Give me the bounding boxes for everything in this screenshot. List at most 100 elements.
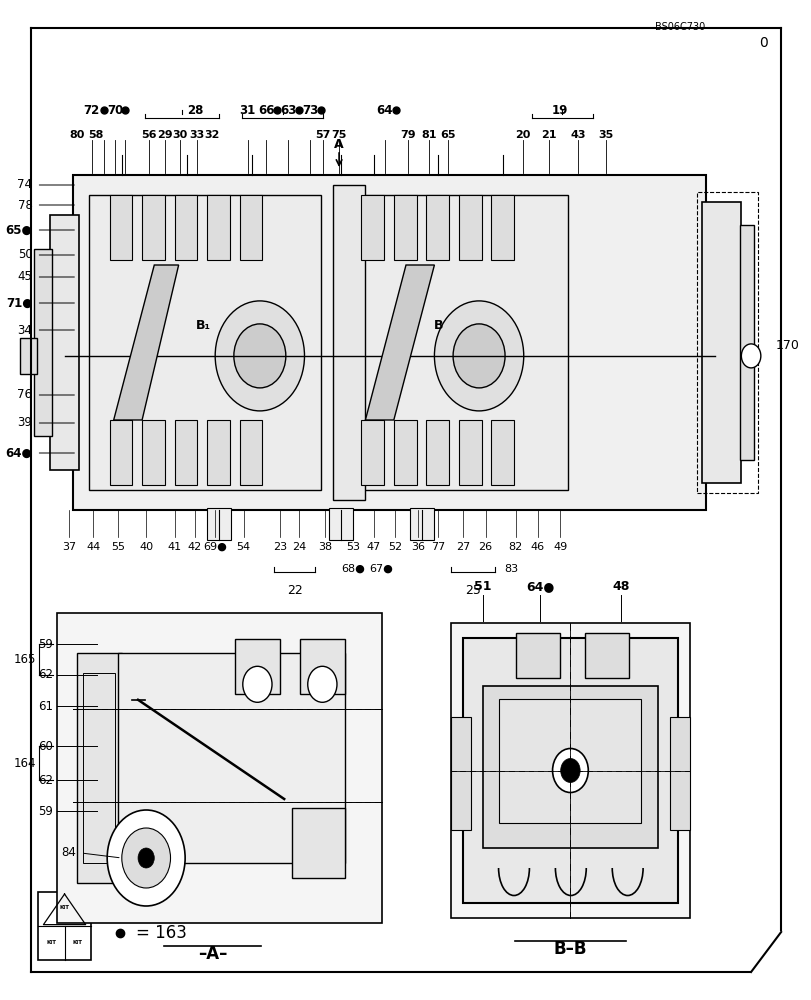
Text: 38: 38: [317, 542, 332, 552]
Text: 33: 33: [189, 130, 204, 140]
Bar: [361, 420, 384, 485]
Text: 45: 45: [18, 270, 32, 284]
Text: BS06C730: BS06C730: [654, 22, 704, 32]
Text: 78: 78: [18, 199, 32, 212]
Bar: [20, 338, 36, 374]
Text: 77: 77: [431, 542, 445, 552]
Text: 62: 62: [38, 774, 53, 787]
Bar: [207, 420, 230, 485]
Text: 59: 59: [38, 638, 53, 650]
Text: 84: 84: [61, 846, 75, 859]
Bar: [410, 508, 434, 540]
Text: 80: 80: [70, 130, 84, 140]
Bar: [292, 808, 345, 878]
Text: 82: 82: [508, 542, 522, 552]
Bar: [483, 686, 657, 848]
Bar: [174, 420, 197, 485]
Text: 23: 23: [272, 542, 287, 552]
Text: 22: 22: [286, 584, 303, 596]
Bar: [239, 195, 262, 260]
Circle shape: [107, 810, 185, 906]
Text: 57: 57: [315, 130, 330, 140]
Bar: [458, 195, 481, 260]
Text: 34: 34: [18, 324, 32, 337]
Text: 65: 65: [440, 130, 456, 140]
Text: 0: 0: [758, 36, 766, 50]
Bar: [450, 717, 470, 830]
Bar: [450, 623, 689, 918]
Bar: [34, 249, 52, 436]
Text: 68●: 68●: [341, 564, 365, 574]
Text: 59: 59: [38, 805, 53, 818]
Circle shape: [551, 748, 588, 792]
Text: 36: 36: [410, 542, 425, 552]
Circle shape: [453, 324, 504, 388]
Text: 26: 26: [478, 542, 492, 552]
Bar: [341, 195, 568, 490]
Circle shape: [242, 666, 272, 702]
Text: 49: 49: [552, 542, 567, 552]
Circle shape: [307, 666, 337, 702]
Circle shape: [560, 759, 580, 782]
Bar: [239, 420, 262, 485]
Text: 64●: 64●: [6, 447, 32, 460]
Text: 28: 28: [187, 104, 203, 117]
Bar: [584, 633, 629, 678]
Bar: [50, 215, 79, 470]
Text: 64●: 64●: [526, 580, 553, 593]
Bar: [669, 717, 689, 830]
Text: 25: 25: [465, 584, 480, 596]
Bar: [142, 195, 165, 260]
Circle shape: [234, 324, 285, 388]
Bar: [393, 195, 416, 260]
Bar: [333, 185, 365, 500]
Text: = 163: = 163: [136, 924, 187, 942]
Bar: [77, 653, 122, 883]
Text: 44: 44: [86, 542, 101, 552]
Bar: [207, 195, 230, 260]
Text: B–B: B–B: [553, 940, 586, 958]
Text: 39: 39: [18, 416, 32, 430]
Bar: [73, 175, 706, 510]
Polygon shape: [114, 265, 178, 420]
Bar: [235, 639, 280, 694]
Text: B₁: B₁: [195, 319, 210, 332]
Polygon shape: [365, 265, 434, 420]
Text: 66: 66: [258, 104, 274, 117]
Text: 60: 60: [38, 740, 53, 753]
Bar: [142, 420, 165, 485]
Bar: [300, 639, 345, 694]
Text: KIT: KIT: [73, 940, 83, 946]
Text: 24: 24: [291, 542, 306, 552]
Bar: [109, 420, 132, 485]
Text: 21: 21: [540, 130, 556, 140]
Bar: [458, 420, 481, 485]
Text: 29: 29: [157, 130, 173, 140]
Bar: [499, 699, 641, 823]
Text: 69●: 69●: [203, 542, 227, 552]
Text: B: B: [433, 319, 443, 332]
Text: 165: 165: [13, 653, 36, 666]
Bar: [702, 202, 740, 483]
Text: 71●: 71●: [6, 296, 32, 310]
Bar: [207, 508, 231, 540]
Bar: [57, 613, 381, 923]
Text: 76: 76: [18, 388, 32, 401]
Text: 72: 72: [84, 104, 100, 117]
Bar: [739, 225, 753, 460]
Text: 50: 50: [18, 248, 32, 261]
Circle shape: [215, 301, 304, 411]
Text: 47: 47: [366, 542, 380, 552]
Text: 51: 51: [474, 580, 491, 593]
Text: 75: 75: [332, 130, 346, 140]
Text: 20: 20: [515, 130, 530, 140]
Text: 43: 43: [569, 130, 586, 140]
Text: KIT: KIT: [46, 940, 56, 946]
Bar: [491, 195, 513, 260]
Text: 164: 164: [13, 757, 36, 770]
Bar: [118, 653, 345, 863]
Text: KIT: KIT: [59, 905, 70, 910]
Text: 61: 61: [38, 700, 53, 712]
Text: 67●: 67●: [369, 564, 393, 574]
Bar: [462, 638, 677, 903]
